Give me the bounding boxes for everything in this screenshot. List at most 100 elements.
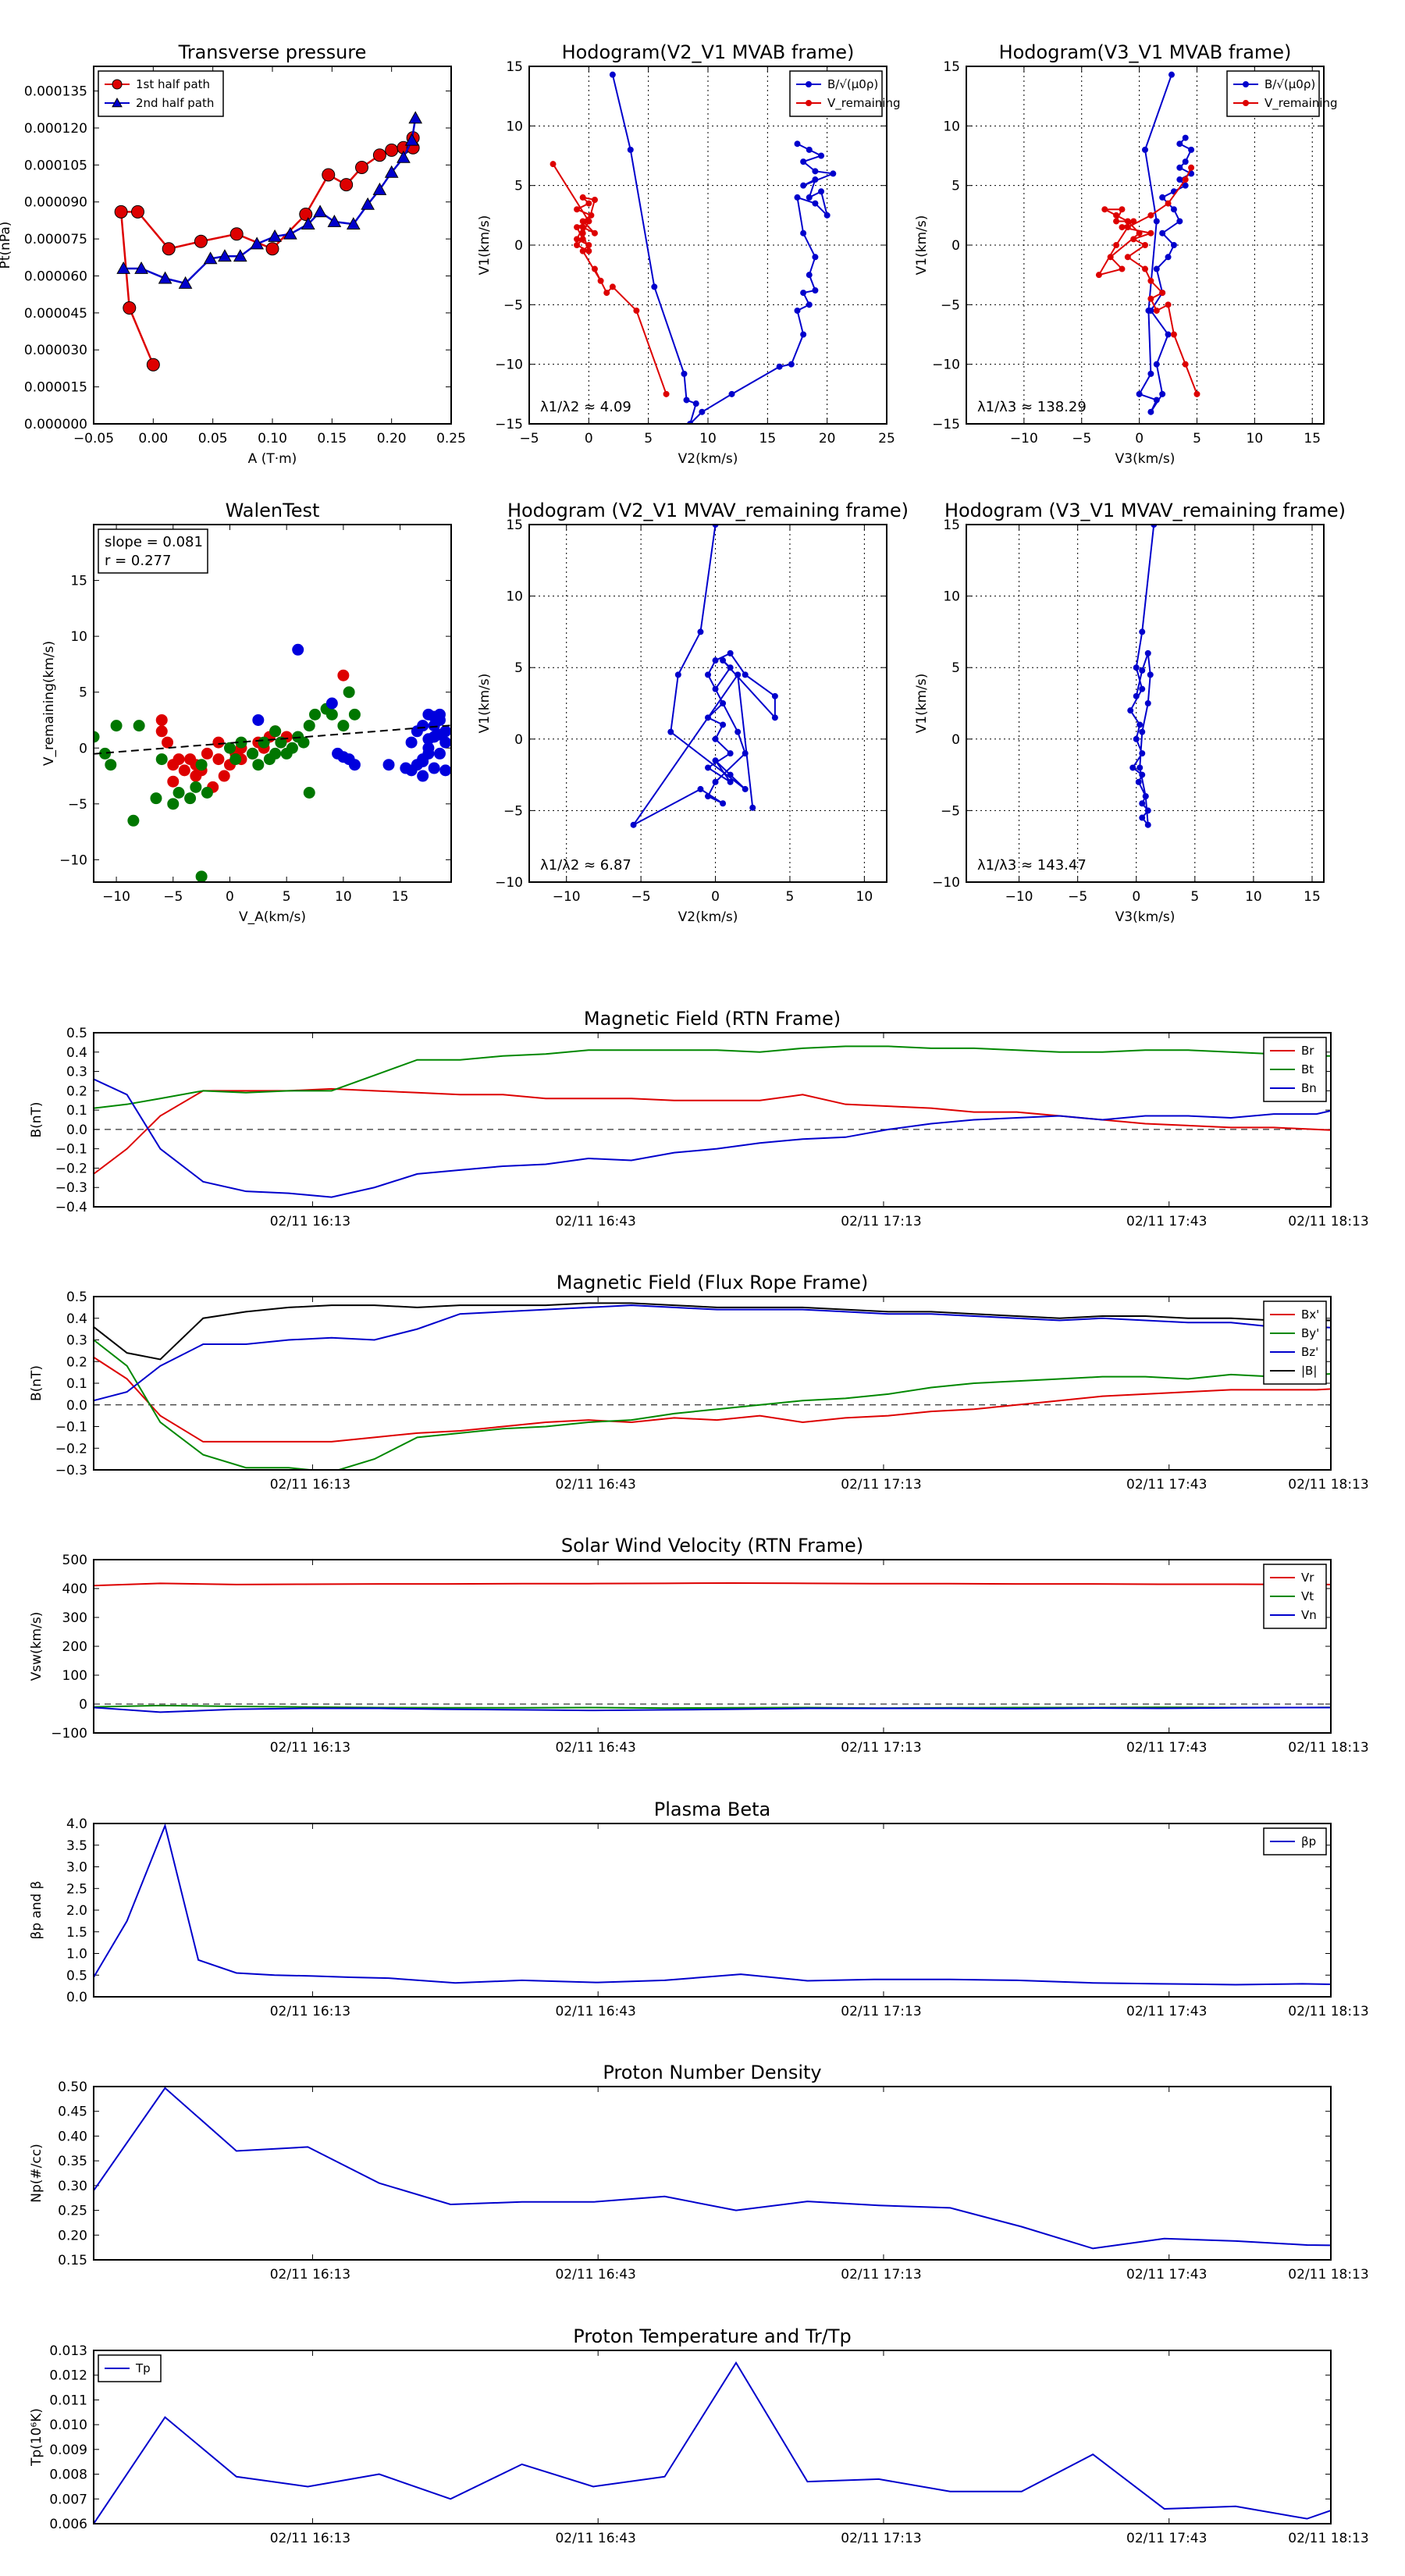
y-tick-label: 0.0 [66, 1398, 87, 1414]
data-point [428, 710, 440, 723]
data-point [720, 657, 727, 664]
data-point [258, 736, 270, 749]
y-tick-label: 0.0 [66, 1990, 87, 2005]
data-point [343, 686, 355, 699]
data-point [184, 792, 197, 805]
y-tick-label: 10 [506, 119, 523, 134]
x-tick-label: 02/11 16:13 [270, 1740, 350, 1756]
x-tick-label: −5 [519, 431, 539, 447]
data-point [313, 205, 327, 218]
data-point [591, 229, 598, 237]
data-point [112, 79, 123, 90]
plot-data [94, 1302, 1331, 1470]
data-point [229, 227, 244, 241]
data-point [178, 276, 193, 289]
data-point [212, 753, 225, 766]
data-point [146, 358, 160, 372]
data-point [433, 728, 446, 741]
data-point [178, 764, 190, 777]
data-point [806, 146, 813, 153]
data-point [155, 725, 168, 738]
data-point [348, 708, 361, 720]
data-point [123, 301, 137, 315]
y-tick-label: 10 [70, 629, 87, 645]
y-tick-label: 0.5 [66, 1026, 87, 1041]
data-point [309, 708, 322, 720]
data-point [286, 742, 298, 754]
plot-data [94, 1045, 1331, 1198]
data-point [1147, 671, 1154, 678]
y-tick-label: 0.5 [66, 1290, 87, 1305]
data-point [252, 759, 265, 771]
plot-frame [966, 66, 1325, 425]
y-tick-label: 0.006 [49, 2517, 87, 2532]
data-point [112, 97, 123, 108]
legend-label: 1st half path [136, 77, 210, 91]
data-point [1147, 212, 1154, 219]
series-line [94, 1823, 1331, 1986]
data-point [384, 165, 399, 178]
data-point [1147, 370, 1154, 377]
data-point [1188, 164, 1195, 171]
data-point [1142, 265, 1148, 272]
x-tick-label: −10 [1010, 431, 1038, 447]
data-point [327, 214, 342, 227]
series-line [94, 1302, 1331, 1361]
y-tick-label: 0.012 [49, 2368, 87, 2384]
data-point [1124, 218, 1131, 225]
y-tick-label: −5 [941, 803, 960, 819]
x-tick-label: 0 [711, 889, 720, 905]
y-tick-label: 0.000000 [24, 417, 87, 432]
y-tick-label: −100 [51, 1726, 87, 1742]
data-point [574, 236, 581, 243]
y-tick-label: −0.1 [55, 1142, 87, 1158]
data-point [1129, 764, 1136, 771]
data-point [800, 290, 807, 297]
data-point [1139, 728, 1146, 735]
data-point [201, 747, 213, 760]
data-point [340, 178, 354, 192]
plot-data [94, 643, 451, 882]
y-tick-label: 0.000045 [24, 306, 87, 322]
data-point [1144, 700, 1151, 706]
y-tick-label: 15 [943, 518, 960, 533]
data-point [818, 188, 825, 195]
data-point [299, 208, 313, 222]
data-point [1159, 194, 1166, 201]
data-point [720, 800, 727, 807]
chart-title: Hodogram(V2_V1 MVAB frame) [562, 41, 855, 63]
data-point [346, 217, 361, 230]
y-tick-label: 0.013 [49, 2343, 87, 2359]
y-tick-label: −10 [59, 852, 87, 868]
data-point [705, 714, 711, 721]
y-tick-label: 0.20 [58, 2228, 87, 2243]
data-point [742, 671, 749, 678]
data-point [712, 757, 719, 764]
x-tick-label: 02/11 17:43 [1126, 1740, 1207, 1756]
data-point [337, 720, 350, 732]
data-point [1193, 390, 1200, 397]
data-point [158, 271, 173, 284]
x-tick-label: 20 [819, 431, 836, 447]
x-tick-label: 0.25 [436, 431, 466, 447]
chart-title: Magnetic Field (Flux Rope Frame) [557, 1272, 868, 1293]
y-axis-label: B(nT) [29, 1101, 44, 1137]
legend-label: B/√(μ0ρ) [827, 77, 878, 91]
x-axis-label: V_A(km/s) [239, 909, 306, 925]
y-tick-label: 0.3 [66, 1333, 87, 1349]
data-point [1142, 146, 1148, 153]
data-point [812, 168, 819, 175]
y-tick-label: 0.4 [66, 1045, 87, 1061]
data-point [1176, 164, 1183, 171]
data-point [579, 247, 586, 254]
data-point [94, 731, 100, 743]
chart-beta: 02/11 16:13 02/11 16:43 02/11 17:13 02/11 1… [29, 1799, 1369, 2019]
y-tick-label: 500 [62, 1553, 87, 1568]
plot-data [94, 2361, 1331, 2524]
x-tick-label: 02/11 16:43 [555, 1477, 635, 1493]
data-point [203, 251, 218, 265]
data-point [385, 143, 399, 157]
data-point [250, 237, 265, 250]
data-point [579, 194, 586, 201]
